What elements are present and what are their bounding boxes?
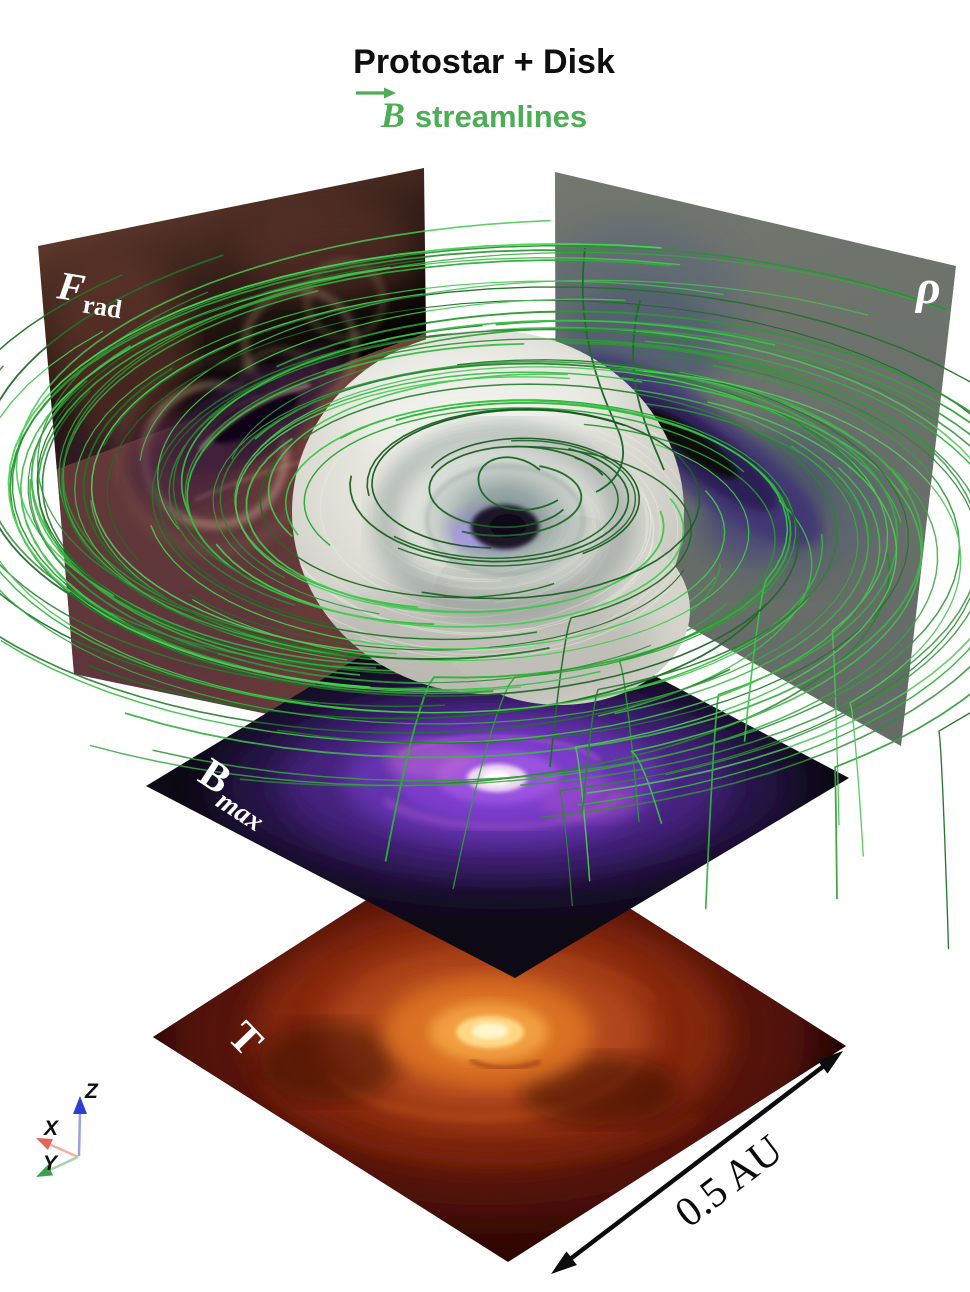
streamline <box>124 371 924 759</box>
streamline <box>493 338 970 786</box>
streamline <box>577 340 970 806</box>
streamline <box>267 373 568 537</box>
z-axis-arrowhead <box>73 1096 87 1114</box>
streamline <box>151 338 538 641</box>
streamline <box>397 439 637 567</box>
z-axis-label: Z <box>84 1080 99 1103</box>
streamline <box>366 408 701 600</box>
streamline <box>583 423 776 823</box>
streamline <box>371 408 625 549</box>
streamline <box>235 376 571 614</box>
streamline <box>89 467 939 787</box>
streamline <box>325 327 970 436</box>
streamline <box>0 636 731 734</box>
streamline <box>245 437 665 613</box>
streamline <box>643 370 962 857</box>
streamline <box>186 343 525 626</box>
z-axis-line <box>77 1111 82 1157</box>
streamline <box>150 490 726 650</box>
streamline <box>259 458 555 599</box>
streamline <box>157 328 589 638</box>
streamline <box>7 243 662 689</box>
streamline <box>61 289 340 655</box>
bmax-plane-features <box>215 675 795 895</box>
streamline <box>430 437 640 555</box>
streamline <box>0 330 814 714</box>
x-axis-label: X <box>43 1117 60 1140</box>
streamline <box>219 362 871 579</box>
streamline <box>139 279 869 461</box>
streamlines-front <box>0 243 970 950</box>
streamline <box>552 342 970 776</box>
vector-arrow-icon <box>356 87 396 99</box>
streamline <box>276 310 970 414</box>
streamline <box>284 399 789 742</box>
streamline <box>180 319 776 518</box>
x-axis-arrowhead <box>36 1138 53 1150</box>
streamline <box>495 319 970 900</box>
streamline <box>168 328 696 607</box>
streamline <box>0 466 881 744</box>
streamline <box>9 249 633 695</box>
scale-bar-arrowhead-left <box>551 1251 577 1274</box>
streamline <box>184 338 894 566</box>
streamline <box>192 443 750 662</box>
streamline <box>558 354 970 907</box>
streamline <box>106 299 970 562</box>
streamline <box>574 401 898 882</box>
streamline <box>0 254 224 655</box>
x-axis-line <box>48 1142 79 1159</box>
streamline <box>428 445 604 529</box>
streamline <box>36 259 425 666</box>
streamline <box>88 603 766 720</box>
streamline <box>277 359 909 744</box>
figure-title: Protostar + Disk <box>353 43 615 81</box>
streamline <box>215 497 685 628</box>
streamline <box>58 251 948 542</box>
streamline <box>152 364 961 782</box>
streamline <box>0 445 859 725</box>
streamline <box>103 286 970 950</box>
y-axis-label: Y <box>43 1152 59 1175</box>
streamline <box>19 257 681 693</box>
streamline <box>303 383 838 812</box>
streamline <box>349 447 630 563</box>
streamline <box>393 457 619 560</box>
streamline <box>461 465 583 537</box>
streamline <box>523 383 869 715</box>
streamline <box>384 401 792 862</box>
frad-label: Frad <box>53 262 129 324</box>
streamline <box>82 367 550 660</box>
streamline <box>90 293 423 655</box>
rho-label: ρ <box>914 261 941 314</box>
axis-triad: Z X Y <box>36 1080 99 1177</box>
scale-bar-arrowhead-right <box>817 1051 843 1074</box>
streamline <box>303 407 745 546</box>
streamline <box>157 298 626 530</box>
streamline <box>292 432 679 651</box>
streamline <box>37 259 671 676</box>
y-axis-arrowhead <box>36 1164 53 1177</box>
streamline <box>540 332 970 819</box>
scale-bar-line <box>563 1060 831 1265</box>
y-axis-line <box>49 1155 79 1172</box>
streamline <box>69 493 800 697</box>
streamline <box>234 371 643 608</box>
streamline <box>11 244 948 666</box>
streamline <box>630 387 923 825</box>
streamline <box>292 397 661 636</box>
